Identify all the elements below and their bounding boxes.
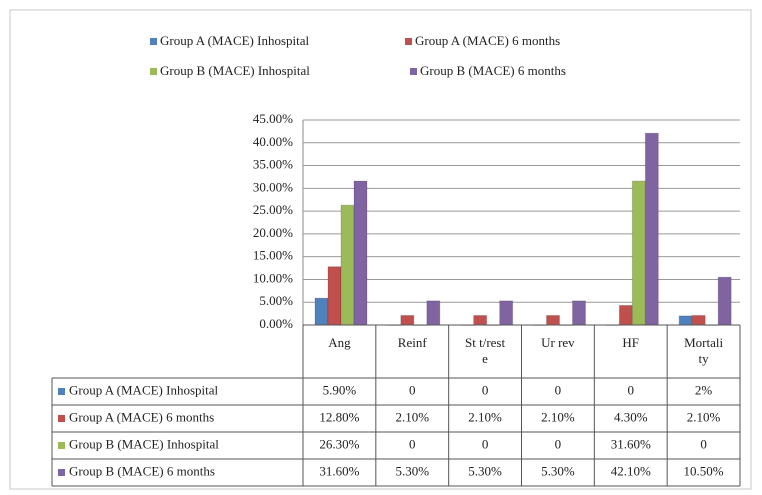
table-row-label: Group B (MACE) Inhospital [69,436,219,451]
table-cell: 2.10% [468,409,502,424]
table-swatch [58,469,65,476]
y-tick-label: 40.00% [253,134,293,149]
table-cell: 5.30% [541,463,575,478]
x-tick-label: Reinf [397,335,427,350]
x-tick-label: Ur rev [541,335,575,350]
category-cell: Mortality [684,335,724,366]
table-cell: 0 [409,436,416,451]
legend-label: Group A (MACE) 6 months [415,33,560,48]
y-tick-label: 0.00% [259,316,293,331]
table-row-label: Group A (MACE) Inhospital [69,382,219,397]
legend-swatch [150,38,157,45]
legend-label: Group B (MACE) 6 months [420,63,566,78]
table-cell: 0 [409,382,416,397]
category-cell: Reinf [397,335,427,350]
y-tick-label: 20.00% [253,225,293,240]
table-cell: 12.80% [319,409,359,424]
table-cell: 0 [555,382,562,397]
legend-swatch [410,68,417,75]
y-tick-label: 10.00% [253,270,293,285]
bar [314,297,329,326]
y-tick-label: 15.00% [253,248,293,263]
table-cell: 42.10% [611,463,651,478]
y-tick-label: 25.00% [253,202,293,217]
legend-swatch [405,38,412,45]
table-cell: 0 [482,382,489,397]
bar [644,132,659,326]
x-tick-label: HF [622,335,640,350]
table-cell: 4.30% [614,409,648,424]
bar [327,266,342,326]
table-cell: 31.60% [319,463,359,478]
bar [340,204,355,326]
table-cell: 2.10% [541,409,575,424]
table-cell: 0 [628,382,635,397]
table-cell: 5.90% [323,382,357,397]
category-cell: Ang [328,335,351,350]
chart-frame [9,9,752,490]
bar [572,300,586,326]
table-cell: 31.60% [611,436,651,451]
bar [353,180,368,326]
table-swatch [58,388,65,395]
y-tick-label: 45.00% [253,111,293,126]
table-cell: 26.30% [319,436,359,451]
table-swatch [58,442,65,449]
table-swatch [58,415,65,422]
legend-label: Group B (MACE) Inhospital [160,63,310,78]
table-cell: 5.30% [468,463,502,478]
bar [618,304,633,326]
bar [631,180,646,326]
bar [400,314,415,326]
table-cell: 0 [700,436,707,451]
y-tick-label: 30.00% [253,179,293,194]
table-cell: 2% [695,382,713,397]
table-row-label: Group A (MACE) 6 months [69,409,214,424]
table-cell: 0 [555,436,562,451]
bar [678,315,693,326]
table-cell: 2.10% [395,409,429,424]
bar [426,300,441,326]
legend-label: Group A (MACE) Inhospital [160,33,310,48]
table-cell: 2.10% [687,409,721,424]
category-cell: HF [622,335,640,350]
category-cell: Ur rev [541,335,575,350]
bar [717,276,732,326]
x-tick-label: Ang [328,335,351,350]
y-tick-label: 5.00% [259,293,293,308]
table-cell: 0 [482,436,489,451]
y-tick-label: 35.00% [253,157,293,172]
bar [499,300,514,326]
x-tick-label: Mortality [684,335,724,366]
x-tick-label: St t/reste [465,335,506,366]
bar [473,314,488,326]
table-cell: 10.50% [684,463,724,478]
legend-swatch [150,68,157,75]
table-row-label: Group B (MACE) 6 months [69,463,215,478]
category-cell: St t/reste [465,335,506,366]
bar [546,314,560,326]
bar [691,314,706,326]
table-cell: 5.30% [395,463,429,478]
